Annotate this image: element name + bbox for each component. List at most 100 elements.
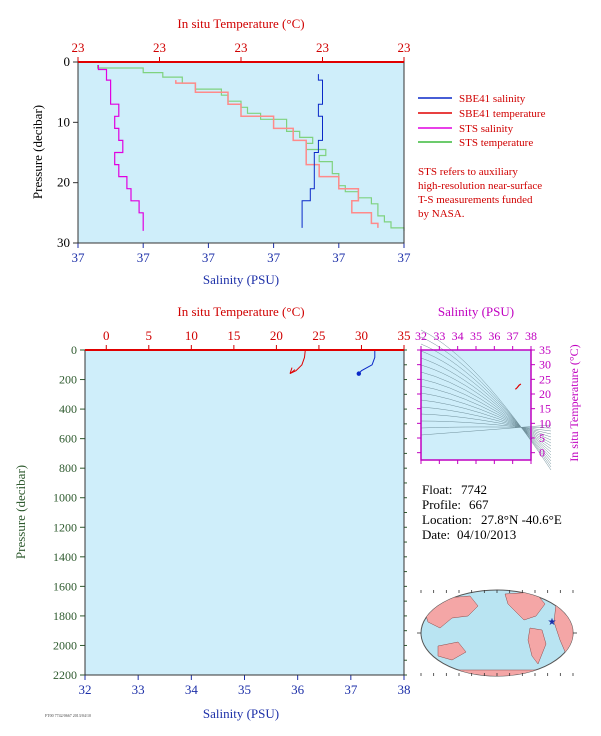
main-pressure-tick-label: 200 xyxy=(59,373,77,387)
world-map: ★ xyxy=(417,589,577,677)
profile-label: Profile: xyxy=(422,497,461,512)
main-panel-title: In situ Temperature (°C) xyxy=(177,304,304,319)
main-pressure-tick-label: 1200 xyxy=(53,520,77,534)
main-pressure-tick-label: 1400 xyxy=(53,550,77,564)
footer-id: FT00 7742/0667 2013/04/10 xyxy=(45,713,91,718)
main-pressure-tick-label: 0 xyxy=(71,343,77,357)
ts-density-contour xyxy=(420,424,552,436)
top-salinity-tick-labels: 37 37 37 37 37 37 xyxy=(72,250,412,265)
ts-temperature-tick-label: 30 xyxy=(539,358,551,372)
main-pressure-tick-label: 1600 xyxy=(53,579,77,593)
ts-temperature-tick-label: 20 xyxy=(539,387,551,401)
ts-density-contour xyxy=(420,426,552,429)
main-series-line-salinity xyxy=(358,350,376,374)
main-temperature-tick-label: 25 xyxy=(312,328,325,343)
location-value: 27.8°N -40.6°E xyxy=(481,512,562,527)
main-temperature-tick-label: 15 xyxy=(227,328,240,343)
top-pressure-tick-label: 10 xyxy=(57,114,70,129)
ts-profile-line xyxy=(514,383,522,390)
main-salinity-tick-label: 36 xyxy=(291,682,305,697)
top-panel-ticks xyxy=(73,57,405,248)
series-line-sbe41-salinity xyxy=(301,74,323,228)
ts-salinity-tick-labels: 32 33 34 35 36 37 38 xyxy=(415,329,537,343)
top-pressure-tick-label: 20 xyxy=(57,175,70,190)
main-salinity-tick-label: 32 xyxy=(79,682,92,697)
series-line-sts-salinity xyxy=(97,65,144,231)
ts-density-contour xyxy=(420,364,552,456)
float-label: Float: xyxy=(422,482,452,497)
ts-temperature-tick-label: 35 xyxy=(539,343,551,357)
ts-salinity-tick-label: 37 xyxy=(507,329,519,343)
top-salinity-axis-label: Salinity (PSU) xyxy=(203,272,279,287)
main-salinity-axis-label: Salinity (PSU) xyxy=(203,706,279,721)
main-salinity-tick-label: 33 xyxy=(132,682,145,697)
top-temperature-tick-labels: 23 23 23 23 23 xyxy=(72,40,411,55)
date-value: 04/10/2013 xyxy=(457,527,516,542)
legend-note-line-3: T-S measurements funded xyxy=(418,194,533,206)
main-pressure-axis-label: Pressure (decibar) xyxy=(13,465,28,559)
ts-density-contour xyxy=(420,413,552,435)
ts-temperature-tick-label: 15 xyxy=(539,402,551,416)
ts-panel: Salinity (PSU) 32 33 34 35 36 37 38 0510152025… xyxy=(415,304,581,471)
main-temperature-tick-label: 20 xyxy=(270,328,283,343)
ts-density-contour xyxy=(420,336,552,468)
top-panel-series xyxy=(97,65,405,231)
top-pressure-tick-labels: 0 10 20 30 xyxy=(57,54,70,250)
top-pressure-tick-label: 30 xyxy=(57,235,70,250)
ts-panel-frame xyxy=(420,349,532,461)
ts-density-contour xyxy=(420,329,552,471)
date-label: Date: xyxy=(422,527,450,542)
ts-temperature-tick-label: 25 xyxy=(539,372,551,386)
ts-temperature-tick-label: 10 xyxy=(539,416,551,430)
ts-density-contour xyxy=(420,420,552,432)
ts-salinity-tick-label: 32 xyxy=(415,329,427,343)
legend-note-line-4: by NASA. xyxy=(418,208,465,220)
location-label: Location: xyxy=(422,512,472,527)
main-salinity-end-marker xyxy=(356,371,362,376)
float-location-marker: ★ xyxy=(548,617,557,628)
ts-density-contour xyxy=(420,385,552,447)
top-panel: In situ Temperature (°C) 23 23 23 23 23 37 37… xyxy=(30,16,411,287)
main-pressure-tick-label: 2200 xyxy=(53,668,77,682)
main-salinity-tick-label: 35 xyxy=(238,682,251,697)
ts-density-contour xyxy=(420,399,552,441)
legend: SBE41 salinity SBE41 temperature STS sal… xyxy=(418,93,546,220)
top-temperature-tick-label: 23 xyxy=(316,40,329,55)
main-temperature-tick-label: 10 xyxy=(185,328,198,343)
top-salinity-tick-label: 37 xyxy=(72,250,86,265)
main-pressure-tick-label: 600 xyxy=(59,432,77,446)
main-pressure-tick-label: 1000 xyxy=(53,491,77,505)
ts-salinity-axis-label: Salinity (PSU) xyxy=(438,304,514,319)
ts-temperature-axis-label: In situ Temperature (°C) xyxy=(567,344,581,461)
main-pressure-tick-label: 1800 xyxy=(53,609,77,623)
legend-label-sts-salinity: STS salinity xyxy=(459,123,514,135)
main-panel-series xyxy=(289,349,376,376)
top-temperature-tick-label: 23 xyxy=(398,40,411,55)
main-panel: In situ Temperature (°C) 0 5 10 15 20 25 30 35 … xyxy=(13,304,411,721)
top-pressure-tick-label: 0 xyxy=(64,54,71,69)
main-salinity-tick-label: 37 xyxy=(344,682,358,697)
top-salinity-tick-label: 37 xyxy=(137,250,151,265)
legend-note-line-1: STS refers to auxiliary xyxy=(418,166,518,178)
top-salinity-tick-label: 37 xyxy=(202,250,216,265)
ts-panel-series xyxy=(514,383,522,390)
main-temperature-tick-label: 5 xyxy=(146,328,153,343)
ts-salinity-tick-label: 35 xyxy=(470,329,482,343)
top-panel-title: In situ Temperature (°C) xyxy=(177,16,304,31)
main-temperature-tick-labels: 0 5 10 15 20 25 30 35 xyxy=(103,328,410,343)
main-temperature-arrow xyxy=(289,367,296,375)
ts-salinity-tick-label: 38 xyxy=(525,329,537,343)
float-info: Float: 7742 Profile: 667 Location: 27.8°… xyxy=(422,482,562,542)
ts-salinity-tick-label: 34 xyxy=(452,329,464,343)
top-pressure-axis-label: Pressure (decibar) xyxy=(30,105,45,199)
float-value: 7742 xyxy=(461,482,487,497)
ts-density-contours xyxy=(420,329,552,471)
ts-temperature-tick-label: 5 xyxy=(539,431,545,445)
main-salinity-tick-label: 34 xyxy=(185,682,199,697)
top-salinity-tick-label: 37 xyxy=(332,250,346,265)
ts-salinity-tick-label: 33 xyxy=(433,329,445,343)
ts-density-contour xyxy=(420,406,552,438)
ts-density-contour xyxy=(420,350,552,462)
